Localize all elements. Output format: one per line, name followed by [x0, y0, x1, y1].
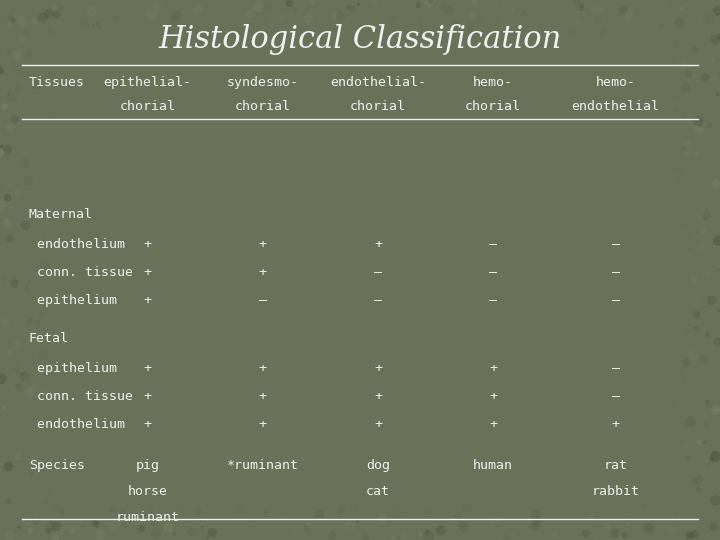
Text: cat: cat: [366, 485, 390, 498]
Text: endothelium: endothelium: [29, 418, 125, 431]
Text: –: –: [374, 266, 382, 279]
Text: +: +: [143, 362, 152, 375]
Text: +: +: [489, 390, 498, 403]
Text: +: +: [374, 238, 382, 251]
Text: +: +: [143, 294, 152, 307]
Text: hemo-: hemo-: [473, 76, 513, 89]
Text: dog: dog: [366, 459, 390, 472]
Text: *ruminant: *ruminant: [227, 459, 299, 472]
Text: Maternal: Maternal: [29, 208, 93, 221]
Text: +: +: [143, 418, 152, 431]
Text: rat: rat: [603, 459, 628, 472]
Text: –: –: [489, 266, 498, 279]
Text: Fetal: Fetal: [29, 332, 69, 345]
Text: epithelial-: epithelial-: [104, 76, 192, 89]
Text: –: –: [611, 294, 620, 307]
Text: +: +: [489, 418, 498, 431]
Text: –: –: [374, 294, 382, 307]
Text: hemo-: hemo-: [595, 76, 636, 89]
Text: endothelial-: endothelial-: [330, 76, 426, 89]
Text: chorial: chorial: [235, 100, 291, 113]
Text: conn. tissue: conn. tissue: [29, 266, 132, 279]
Text: Tissues: Tissues: [29, 76, 85, 89]
Text: –: –: [611, 238, 620, 251]
Text: –: –: [611, 390, 620, 403]
Text: rabbit: rabbit: [592, 485, 639, 498]
Text: +: +: [258, 238, 267, 251]
Text: conn. tissue: conn. tissue: [29, 390, 132, 403]
Text: –: –: [258, 294, 267, 307]
Text: horse: horse: [127, 485, 168, 498]
Text: +: +: [374, 362, 382, 375]
Text: +: +: [143, 238, 152, 251]
Text: +: +: [258, 362, 267, 375]
Text: +: +: [611, 418, 620, 431]
Text: –: –: [489, 238, 498, 251]
Text: chorial: chorial: [120, 100, 176, 113]
Text: +: +: [258, 390, 267, 403]
Text: –: –: [611, 362, 620, 375]
Text: syndesmo-: syndesmo-: [227, 76, 299, 89]
Text: –: –: [611, 266, 620, 279]
Text: Species: Species: [29, 459, 85, 472]
Text: +: +: [374, 418, 382, 431]
Text: +: +: [258, 418, 267, 431]
Text: +: +: [258, 266, 267, 279]
Text: +: +: [489, 362, 498, 375]
Text: endothelium: endothelium: [29, 238, 125, 251]
Text: chorial: chorial: [465, 100, 521, 113]
Text: +: +: [374, 390, 382, 403]
Text: –: –: [489, 294, 498, 307]
Text: pig: pig: [135, 459, 160, 472]
Text: epithelium: epithelium: [29, 294, 117, 307]
Text: +: +: [143, 266, 152, 279]
Text: epithelium: epithelium: [29, 362, 117, 375]
Text: Histological Classification: Histological Classification: [158, 24, 562, 55]
Text: endothelial: endothelial: [572, 100, 660, 113]
Text: human: human: [473, 459, 513, 472]
Text: +: +: [143, 390, 152, 403]
Text: chorial: chorial: [350, 100, 406, 113]
Text: ruminant: ruminant: [116, 511, 179, 524]
